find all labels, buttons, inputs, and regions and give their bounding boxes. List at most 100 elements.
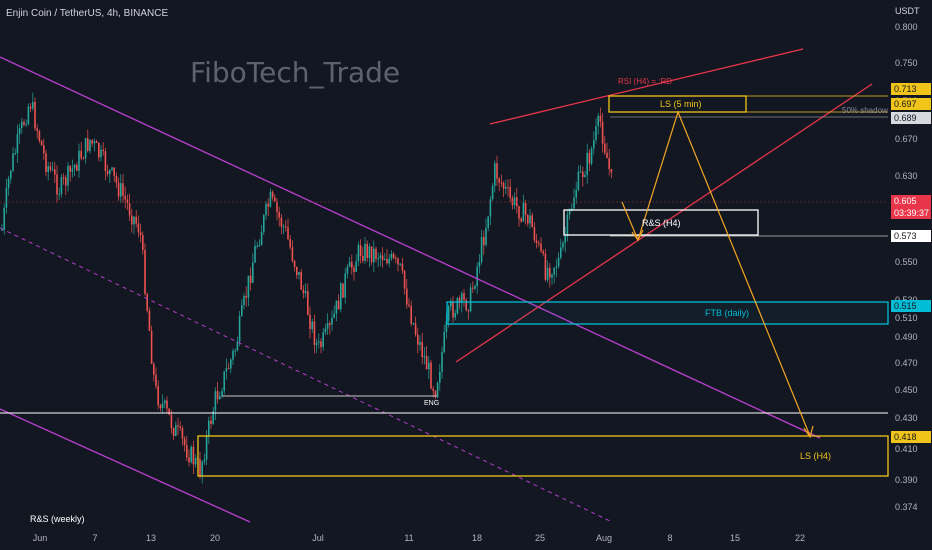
candle-body [128, 202, 131, 216]
candle-body [535, 240, 538, 243]
candle-body [483, 237, 485, 246]
candle-body [337, 300, 340, 310]
chart-title: Enjin Coin / TetherUS, 4h, BINANCE [6, 8, 169, 19]
candle-body [82, 158, 85, 160]
candle-body [175, 425, 177, 437]
candle-body [14, 153, 16, 155]
candle-body [507, 187, 509, 189]
candle-body [16, 134, 19, 154]
candle-body [377, 258, 379, 260]
candle-body [23, 121, 25, 125]
candle-body [199, 458, 201, 477]
candle-body [293, 260, 296, 268]
candle-body [227, 368, 230, 370]
candle-body [5, 187, 8, 208]
candle-body [318, 341, 320, 343]
candle-body [359, 245, 362, 256]
candle-body [357, 245, 360, 262]
candle-body [219, 396, 221, 400]
candle-body [575, 190, 577, 198]
wedge-upper-line [489, 48, 804, 125]
candle-body [91, 139, 93, 144]
candle-body [10, 170, 12, 179]
price-tag-label: 0.697 [894, 99, 917, 109]
candle-body [595, 126, 597, 141]
candle-body [100, 149, 102, 158]
candle-body [225, 368, 228, 372]
candle-body [51, 169, 54, 171]
candle-body [476, 266, 478, 286]
candle-body [170, 414, 173, 429]
candle-body [249, 275, 252, 283]
candle-body [177, 425, 179, 427]
candle-body [36, 128, 38, 132]
candle-body [509, 187, 511, 199]
candle-body [109, 169, 111, 175]
candle-body [467, 310, 470, 312]
candle-body [205, 435, 208, 460]
candle-body [43, 145, 45, 154]
candle-body [76, 164, 78, 171]
candle-body [223, 371, 225, 392]
candle-body [155, 374, 157, 387]
candle-body [414, 323, 417, 335]
candle-body [408, 304, 410, 307]
candle-body [190, 446, 192, 463]
channel-mid-dashed [0, 227, 613, 523]
candle-body [395, 257, 397, 259]
candle-body [465, 299, 467, 311]
candle-body [54, 169, 56, 175]
candle-body [489, 199, 492, 217]
candle-body [584, 175, 586, 178]
x-tick-label: Aug [596, 533, 612, 543]
candle-body [472, 287, 474, 289]
candle-body [381, 255, 384, 261]
candle-body [355, 261, 357, 272]
x-tick-label: 25 [535, 533, 545, 543]
price-tag-label: 0.573 [894, 231, 917, 241]
candle-body [538, 242, 540, 244]
candle-body [447, 306, 450, 322]
candle-body [544, 253, 547, 280]
candle-body [370, 246, 373, 263]
ftb-daily-zone [446, 301, 889, 325]
candle-body [289, 239, 291, 248]
candle-body [500, 182, 503, 184]
candle-body [571, 208, 573, 210]
candle-body [254, 245, 256, 263]
candle-body [454, 313, 456, 318]
candle-body [546, 267, 549, 280]
candle-body [540, 243, 542, 252]
candle-body [388, 258, 390, 264]
y-tick-label: 0.450 [895, 385, 918, 395]
candle-body [322, 332, 324, 347]
candle-body [40, 140, 43, 146]
candle-body [315, 342, 318, 345]
x-tick-label: 18 [472, 533, 482, 543]
candle-body [487, 216, 489, 228]
candle-body [172, 428, 175, 437]
candle-body [84, 138, 87, 159]
candle-body [194, 458, 197, 465]
candle-body [159, 405, 162, 409]
candle-body [38, 131, 41, 141]
candle-body [267, 203, 269, 207]
candle-body [494, 163, 496, 186]
candle-body [278, 212, 280, 218]
projection-arrow-1 [631, 229, 644, 242]
candle-body [157, 386, 159, 406]
candle-body [368, 246, 371, 258]
candle-body [498, 178, 500, 183]
candle-body [115, 176, 118, 183]
candle-body [201, 461, 203, 477]
channel-lower-line [0, 408, 251, 523]
candle-body [579, 171, 582, 173]
candle-body [331, 317, 333, 325]
candle-body [333, 313, 335, 318]
candle-body [392, 253, 395, 258]
candle-body [62, 177, 65, 179]
drawing-overlays [0, 48, 889, 523]
candle-body [276, 201, 278, 213]
candle-body [298, 271, 300, 275]
